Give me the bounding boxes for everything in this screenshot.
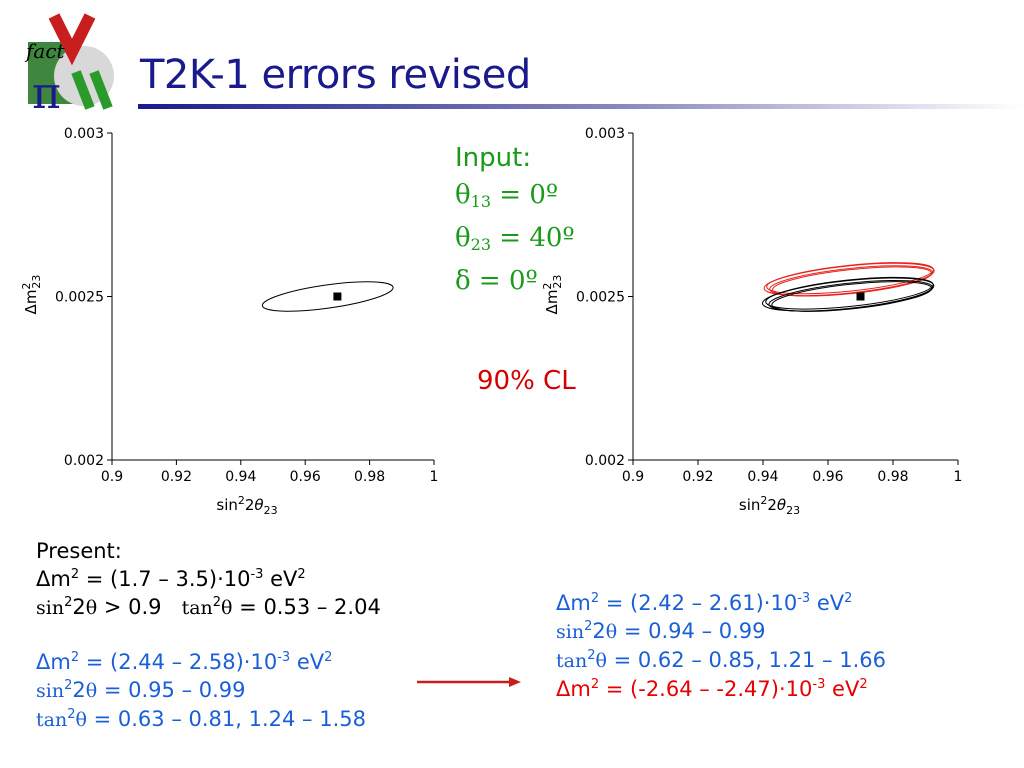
x-tick-label: 0.92 (682, 469, 713, 485)
title-rule (138, 104, 1024, 109)
revised-dm2-inverted: Δm2 = (-2.64 – -2.47)·10-3 eV2 (556, 677, 868, 701)
y-tick-label: 0.002 (64, 453, 104, 469)
input-parameters: Input: θ13 = 0º θ23 = 40º δ = 0º (455, 140, 575, 300)
best-fit-point (333, 292, 342, 301)
logo-graphic: fact π (24, 13, 114, 119)
x-tick-label: 0.96 (290, 469, 321, 485)
y-tick-label: 0.0025 (576, 290, 625, 306)
theta23-line: θ23 = 40º (455, 223, 575, 254)
right-arrow-icon (417, 677, 521, 687)
revised-sin: sin22θ = 0.94 – 0.99 (556, 619, 766, 643)
x-tick-label: 0.9 (101, 469, 123, 485)
black-contour-6 (765, 276, 934, 310)
best-fit-point (856, 292, 865, 301)
present-dm2: Δm2 = (1.7 – 3.5)·10-3 eV2 (36, 567, 306, 591)
x-tick-label: 0.96 (812, 469, 843, 485)
x-tick-label: 0.94 (747, 469, 778, 485)
black-contour-8 (771, 281, 933, 312)
t2k1-tan: tan2θ = 0.63 – 0.81, 1.24 – 1.58 (36, 707, 366, 731)
logo-text: fact (24, 39, 66, 63)
y-tick-label: 0.002 (585, 453, 625, 469)
x-tick-label: 1 (430, 469, 439, 485)
y-tick-label: 0.003 (64, 126, 104, 142)
delta-line: δ = 0º (455, 266, 538, 296)
revised-dm2: Δm2 = (2.42 – 2.61)·10-3 eV2 (556, 591, 853, 615)
x-axis-label: sin22θ23 (739, 494, 800, 517)
present-header: Present: (36, 539, 122, 563)
y-axis-label: Δm223 (541, 275, 564, 315)
input-header: Input: (455, 143, 532, 173)
t2k1-sin: sin22θ = 0.95 – 0.99 (36, 678, 246, 702)
red-contour-4 (772, 266, 933, 297)
confidence-level-label: 90% CL (477, 366, 576, 396)
present-values: Present: Δm2 = (1.7 – 3.5)·10-3 eV2 sin2… (36, 537, 381, 622)
y-tick-label: 0.003 (585, 126, 625, 142)
x-tick-label: 0.98 (877, 469, 908, 485)
y-axis-label: Δm223 (20, 275, 43, 315)
plot-1: 0.9 0.92 0.94 0.96 0.98 1 0.002 0.0025 0.003 sin2… (20, 126, 438, 517)
x-tick-label: 0.98 (354, 469, 385, 485)
x-tick-label: 0.92 (161, 469, 192, 485)
red-contour-2 (766, 262, 935, 295)
x-tick-label: 0.94 (225, 469, 256, 485)
x-tick-label: 0.9 (622, 469, 644, 485)
present-sin-tan: sin22θ > 0.9 tan2θ = 0.53 – 2.04 (36, 595, 381, 619)
revised-tan: tan2θ = 0.62 – 0.85, 1.21 – 1.66 (556, 648, 886, 672)
nufact-logo: fact π (24, 12, 136, 119)
theta13-line: θ13 = 0º (455, 180, 559, 211)
t2k1-revised-values: Δm2 = (2.42 – 2.61)·10-3 eV2 sin22θ = 0.… (556, 589, 886, 703)
t2k1-dm2: Δm2 = (2.44 – 2.58)·10-3 eV2 (36, 650, 333, 674)
slide-title: T2K-1 errors revised (140, 52, 531, 98)
t2k1-original-values: Δm2 = (2.44 – 2.58)·10-3 eV2 sin22θ = 0.… (36, 648, 366, 734)
svg-text:π: π (32, 68, 61, 116)
x-axis-label: sin22θ23 (216, 494, 277, 517)
black-contour-1 (261, 281, 394, 312)
plot-2: 0.9 0.92 0.94 0.96 0.98 1 0.002 0.0025 0.003 sin2… (541, 126, 962, 517)
y-tick-label: 0.0025 (55, 290, 104, 306)
x-tick-label: 1 (954, 469, 963, 485)
